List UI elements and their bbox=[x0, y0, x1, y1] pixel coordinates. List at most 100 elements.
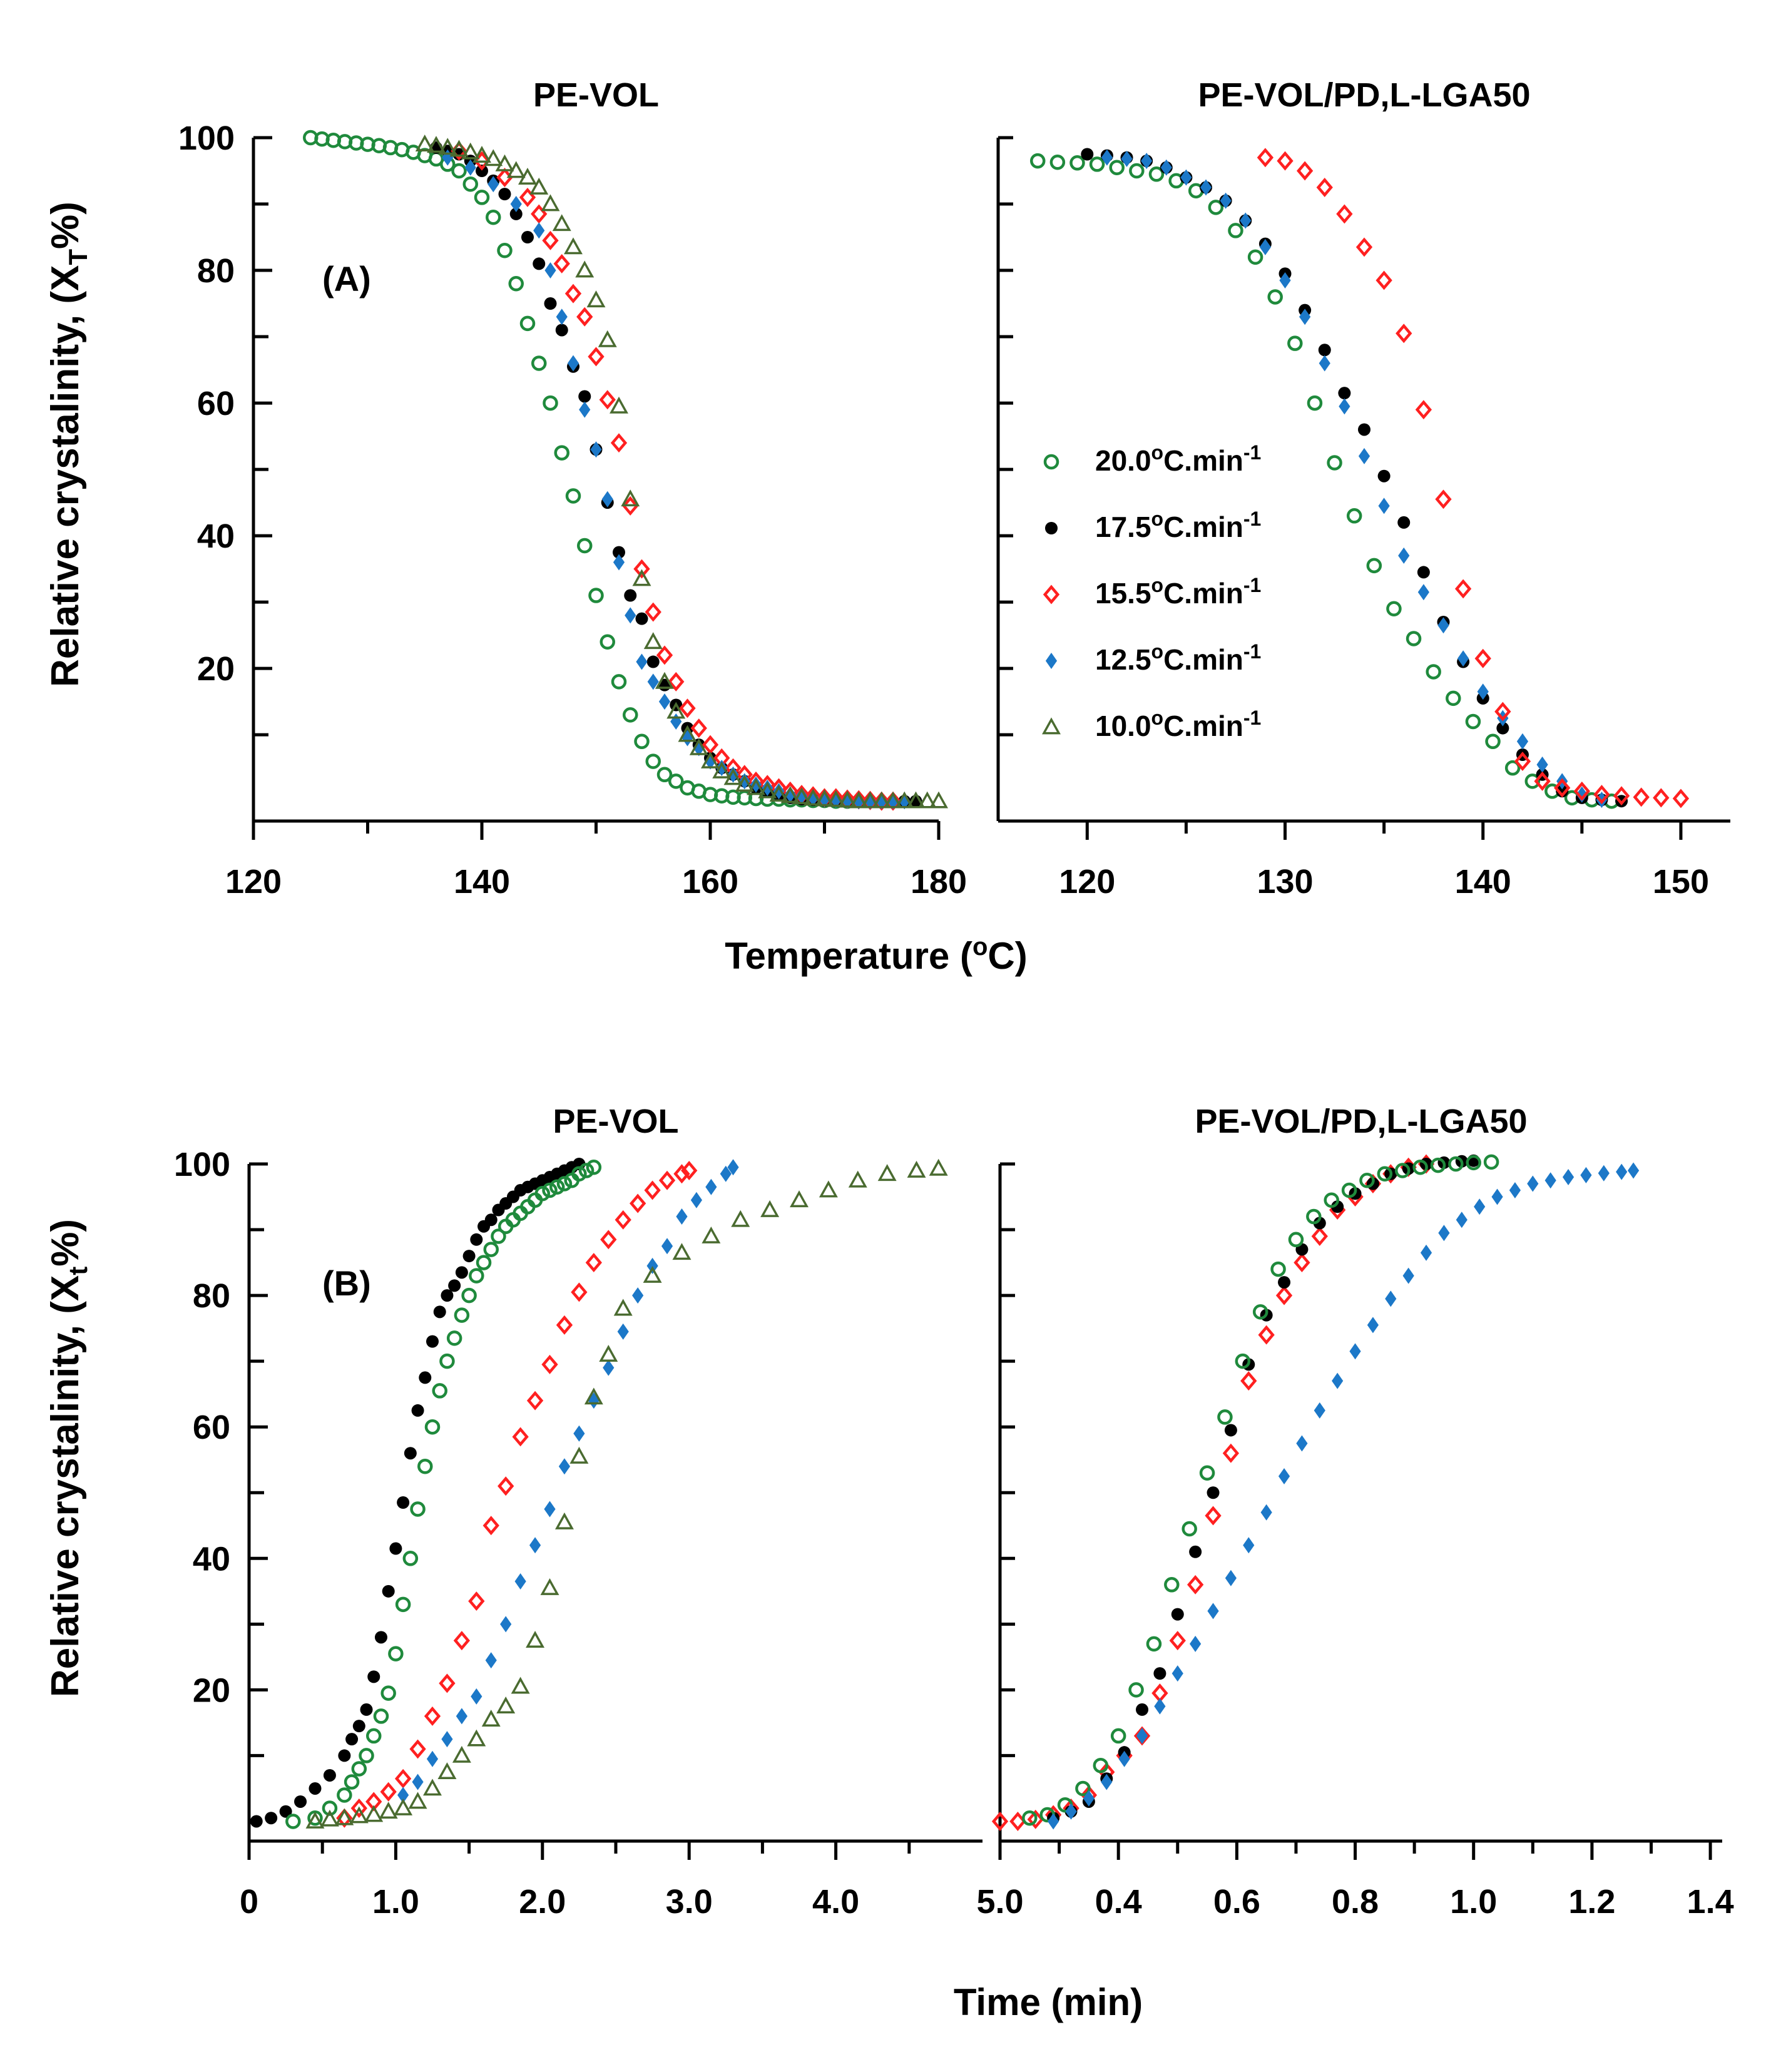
data-point bbox=[487, 176, 499, 193]
data-point bbox=[599, 390, 616, 410]
data-point bbox=[397, 1787, 409, 1804]
data-point bbox=[472, 146, 491, 163]
data-point bbox=[491, 1228, 506, 1244]
data-point bbox=[1628, 1162, 1640, 1179]
data-point bbox=[474, 190, 490, 205]
data-point bbox=[567, 355, 579, 372]
data-point bbox=[610, 433, 628, 453]
data-point bbox=[600, 1230, 617, 1250]
data-point bbox=[1171, 1608, 1184, 1621]
data-point bbox=[1339, 398, 1350, 415]
data-point bbox=[454, 1307, 470, 1323]
data-point bbox=[519, 187, 536, 207]
data-point bbox=[1397, 516, 1411, 529]
data-point bbox=[1313, 1217, 1326, 1230]
data-point bbox=[1171, 1665, 1183, 1682]
data-point bbox=[511, 1676, 530, 1694]
data-point bbox=[575, 260, 595, 278]
data-point bbox=[349, 1806, 369, 1824]
data-point bbox=[1576, 786, 1588, 803]
data-point bbox=[564, 283, 582, 304]
data-point bbox=[338, 1749, 351, 1762]
data-point bbox=[1435, 489, 1452, 509]
data-point bbox=[1527, 1175, 1539, 1192]
data-point bbox=[1672, 788, 1690, 809]
data-point bbox=[1277, 151, 1294, 171]
data-point bbox=[1536, 756, 1548, 773]
data-point bbox=[389, 1542, 402, 1555]
data-point bbox=[907, 1160, 926, 1178]
panel-bottom-right: PE-VOL/PD,L-LGA50 5.0 0.4 0.6 0.8 1.0 1.2 1.4 bbox=[976, 1103, 1733, 1921]
data-point bbox=[617, 1323, 629, 1340]
data-point bbox=[541, 194, 560, 212]
data-point bbox=[441, 1731, 453, 1748]
data-point bbox=[838, 790, 857, 808]
data-point bbox=[279, 1805, 292, 1818]
data-point bbox=[1412, 1160, 1428, 1175]
data-point bbox=[415, 134, 434, 151]
data-point bbox=[646, 1257, 658, 1274]
data-point bbox=[323, 1768, 336, 1782]
data-point bbox=[716, 760, 728, 777]
data-point bbox=[409, 1739, 426, 1759]
data-point bbox=[531, 355, 547, 371]
data-point bbox=[456, 1708, 467, 1725]
x-tick-label: 140 bbox=[1455, 863, 1511, 901]
data-point bbox=[1504, 760, 1521, 776]
data-point bbox=[426, 1750, 439, 1767]
data-point bbox=[655, 671, 674, 689]
data-point bbox=[1417, 566, 1430, 579]
data-point bbox=[622, 496, 639, 516]
data-point bbox=[872, 791, 891, 809]
data-point bbox=[1027, 1809, 1044, 1829]
data-point bbox=[672, 1243, 692, 1260]
data-point bbox=[553, 253, 570, 273]
x-tick-label: 1.0 bbox=[1450, 1883, 1497, 1921]
data-point bbox=[380, 1685, 396, 1701]
data-point bbox=[529, 177, 549, 195]
data-point bbox=[1247, 249, 1263, 265]
legend: 20.0oC.min-1 17.5oC.min-1 15.5oC.min-1 12.5… bbox=[1042, 441, 1261, 742]
data-point bbox=[542, 230, 559, 250]
data-point bbox=[899, 793, 911, 810]
series-s12 bbox=[442, 149, 911, 810]
data-point bbox=[1355, 237, 1373, 257]
data-point bbox=[760, 1200, 780, 1217]
data-point bbox=[424, 1419, 441, 1435]
data-point bbox=[1446, 690, 1461, 707]
data-point bbox=[780, 786, 800, 804]
data-point bbox=[860, 791, 880, 809]
data-point bbox=[565, 488, 581, 504]
data-point bbox=[1299, 309, 1311, 325]
data-point bbox=[705, 1178, 717, 1195]
legend-label: 17.5oC.min-1 bbox=[1095, 508, 1261, 543]
data-point bbox=[1275, 1285, 1293, 1305]
data-point bbox=[373, 1708, 389, 1724]
data-point bbox=[534, 1186, 551, 1202]
legend-item: 17.5oC.min-1 bbox=[1045, 508, 1261, 543]
data-point bbox=[613, 546, 625, 559]
data-point bbox=[337, 1787, 352, 1803]
x-tick-label: 150 bbox=[1653, 863, 1709, 901]
data-point bbox=[544, 297, 557, 310]
data-point bbox=[1465, 713, 1481, 730]
bottom-y-axis-title: Relative crystalinity, (Xt%) bbox=[44, 1219, 93, 1697]
data-point bbox=[678, 725, 697, 742]
data-point bbox=[335, 1808, 354, 1825]
x-tick-label: 130 bbox=[1257, 863, 1313, 901]
data-point bbox=[1022, 1810, 1038, 1826]
data-point bbox=[1129, 163, 1145, 179]
data-point bbox=[1454, 579, 1472, 599]
data-point bbox=[1240, 1371, 1257, 1391]
data-point bbox=[564, 237, 583, 255]
data-point bbox=[929, 1158, 948, 1176]
data-point bbox=[1406, 631, 1422, 646]
data-point bbox=[462, 1250, 476, 1263]
data-point bbox=[887, 793, 899, 810]
x-tick-label: 0 bbox=[240, 1883, 258, 1921]
data-point bbox=[623, 707, 638, 723]
data-point bbox=[367, 1670, 380, 1683]
panel-label-b: (B) bbox=[322, 1263, 371, 1303]
x-tick-label: 120 bbox=[225, 863, 282, 901]
